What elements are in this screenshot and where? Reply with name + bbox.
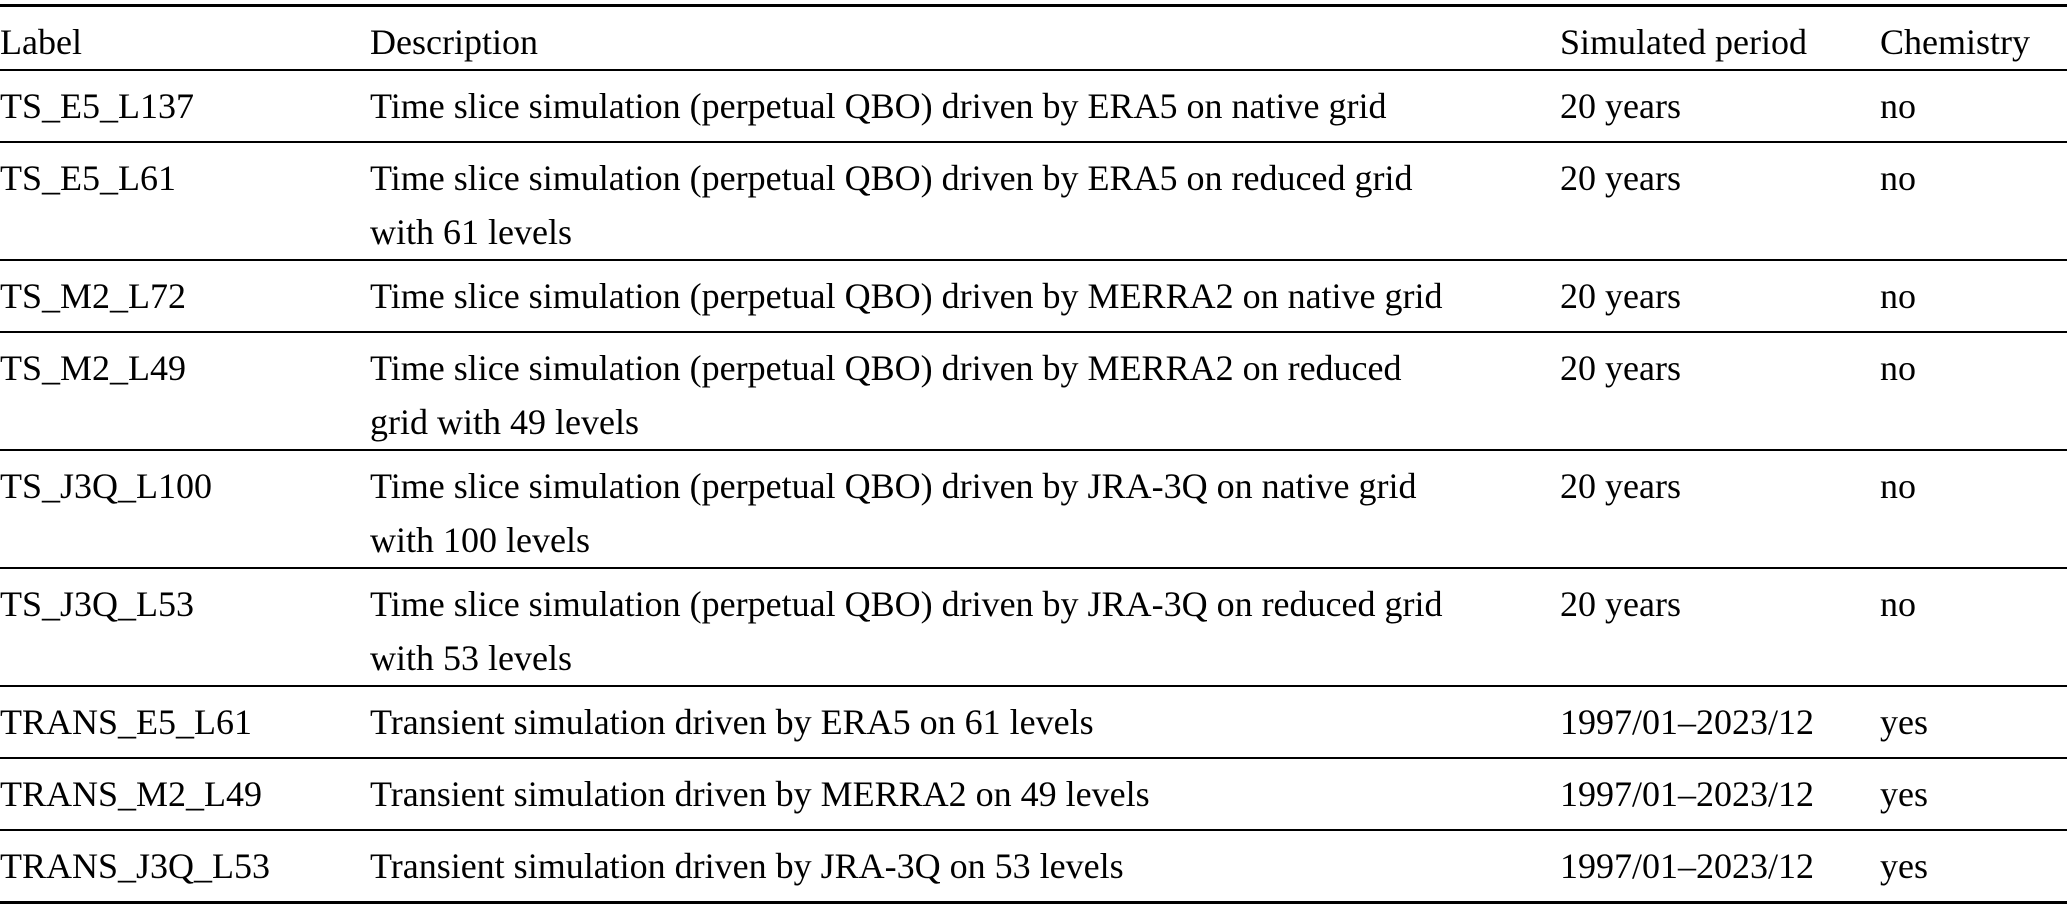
cell-description: Time slice simulation (perpetual QBO) dr… bbox=[370, 158, 1413, 252]
cell-description: Transient simulation driven by JRA-3Q on… bbox=[370, 846, 1124, 886]
cell-chemistry: yes bbox=[1880, 774, 1928, 814]
table-row: TS_J3Q_L100 Time slice simulation (perpe… bbox=[0, 450, 2067, 568]
cell-simulated-period: 20 years bbox=[1560, 584, 1681, 624]
cell-description: Time slice simulation (perpetual QBO) dr… bbox=[370, 466, 1417, 560]
cell-chemistry: yes bbox=[1880, 702, 1928, 742]
table-row: TS_J3Q_L53 Time slice simulation (perpet… bbox=[0, 568, 2067, 686]
simulations-table: Label Description Simulated period Chemi… bbox=[0, 4, 2067, 904]
cell-label: TS_J3Q_L53 bbox=[0, 584, 195, 624]
cell-chemistry: no bbox=[1880, 466, 1916, 506]
cell-chemistry: yes bbox=[1880, 846, 1928, 886]
table-row: TS_E5_L137 Time slice simulation (perpet… bbox=[0, 70, 2067, 142]
cell-simulated-period: 20 years bbox=[1560, 86, 1681, 126]
cell-label: TS_J3Q_L100 bbox=[0, 466, 213, 506]
cell-chemistry: no bbox=[1880, 276, 1916, 316]
cell-description: Transient simulation driven by ERA5 on 6… bbox=[370, 702, 1094, 742]
column-header-chemistry: Chemistry bbox=[1880, 22, 2030, 62]
cell-simulated-period: 20 years bbox=[1560, 276, 1681, 316]
cell-label: TRANS_M2_L49 bbox=[0, 774, 263, 814]
cell-label: TS_M2_L72 bbox=[0, 276, 187, 316]
cell-simulated-period: 20 years bbox=[1560, 466, 1681, 506]
table-row: TRANS_E5_L61 Transient simulation driven… bbox=[0, 686, 2067, 758]
cell-chemistry: no bbox=[1880, 86, 1916, 126]
cell-label: TRANS_J3Q_L53 bbox=[0, 846, 271, 886]
cell-simulated-period: 1997/01–2023/12 bbox=[1560, 846, 1815, 886]
cell-description: Time slice simulation (perpetual QBO) dr… bbox=[370, 86, 1387, 126]
column-header-label: Label bbox=[0, 22, 82, 62]
cell-label: TS_E5_L61 bbox=[0, 158, 176, 198]
column-header-simulated-period: Simulated period bbox=[1560, 22, 1807, 62]
table-row: TS_E5_L61 Time slice simulation (perpetu… bbox=[0, 142, 2067, 260]
cell-description: Transient simulation driven by MERRA2 on… bbox=[370, 774, 1150, 814]
cell-chemistry: no bbox=[1880, 158, 1916, 198]
cell-chemistry: no bbox=[1880, 348, 1916, 388]
cell-simulated-period: 1997/01–2023/12 bbox=[1560, 702, 1815, 742]
table-row: TRANS_J3Q_L53 Transient simulation drive… bbox=[0, 830, 2067, 902]
cell-description: Time slice simulation (perpetual QBO) dr… bbox=[370, 584, 1443, 678]
cell-description: Time slice simulation (perpetual QBO) dr… bbox=[370, 348, 1402, 442]
cell-label: TRANS_E5_L61 bbox=[0, 702, 252, 742]
table-row: TRANS_M2_L49 Transient simulation driven… bbox=[0, 758, 2067, 830]
table-row: TS_M2_L49 Time slice simulation (perpetu… bbox=[0, 332, 2067, 450]
cell-description: Time slice simulation (perpetual QBO) dr… bbox=[370, 276, 1443, 316]
table-row: TS_M2_L72 Time slice simulation (perpetu… bbox=[0, 260, 2067, 332]
cell-simulated-period: 20 years bbox=[1560, 348, 1681, 388]
cell-label: TS_M2_L49 bbox=[0, 348, 187, 388]
cell-label: TS_E5_L137 bbox=[0, 86, 194, 126]
header-row: Label Description Simulated period Chemi… bbox=[0, 6, 2067, 71]
column-header-description: Description bbox=[370, 22, 538, 62]
cell-simulated-period: 1997/01–2023/12 bbox=[1560, 774, 1815, 814]
cell-chemistry: no bbox=[1880, 584, 1916, 624]
cell-simulated-period: 20 years bbox=[1560, 158, 1681, 198]
